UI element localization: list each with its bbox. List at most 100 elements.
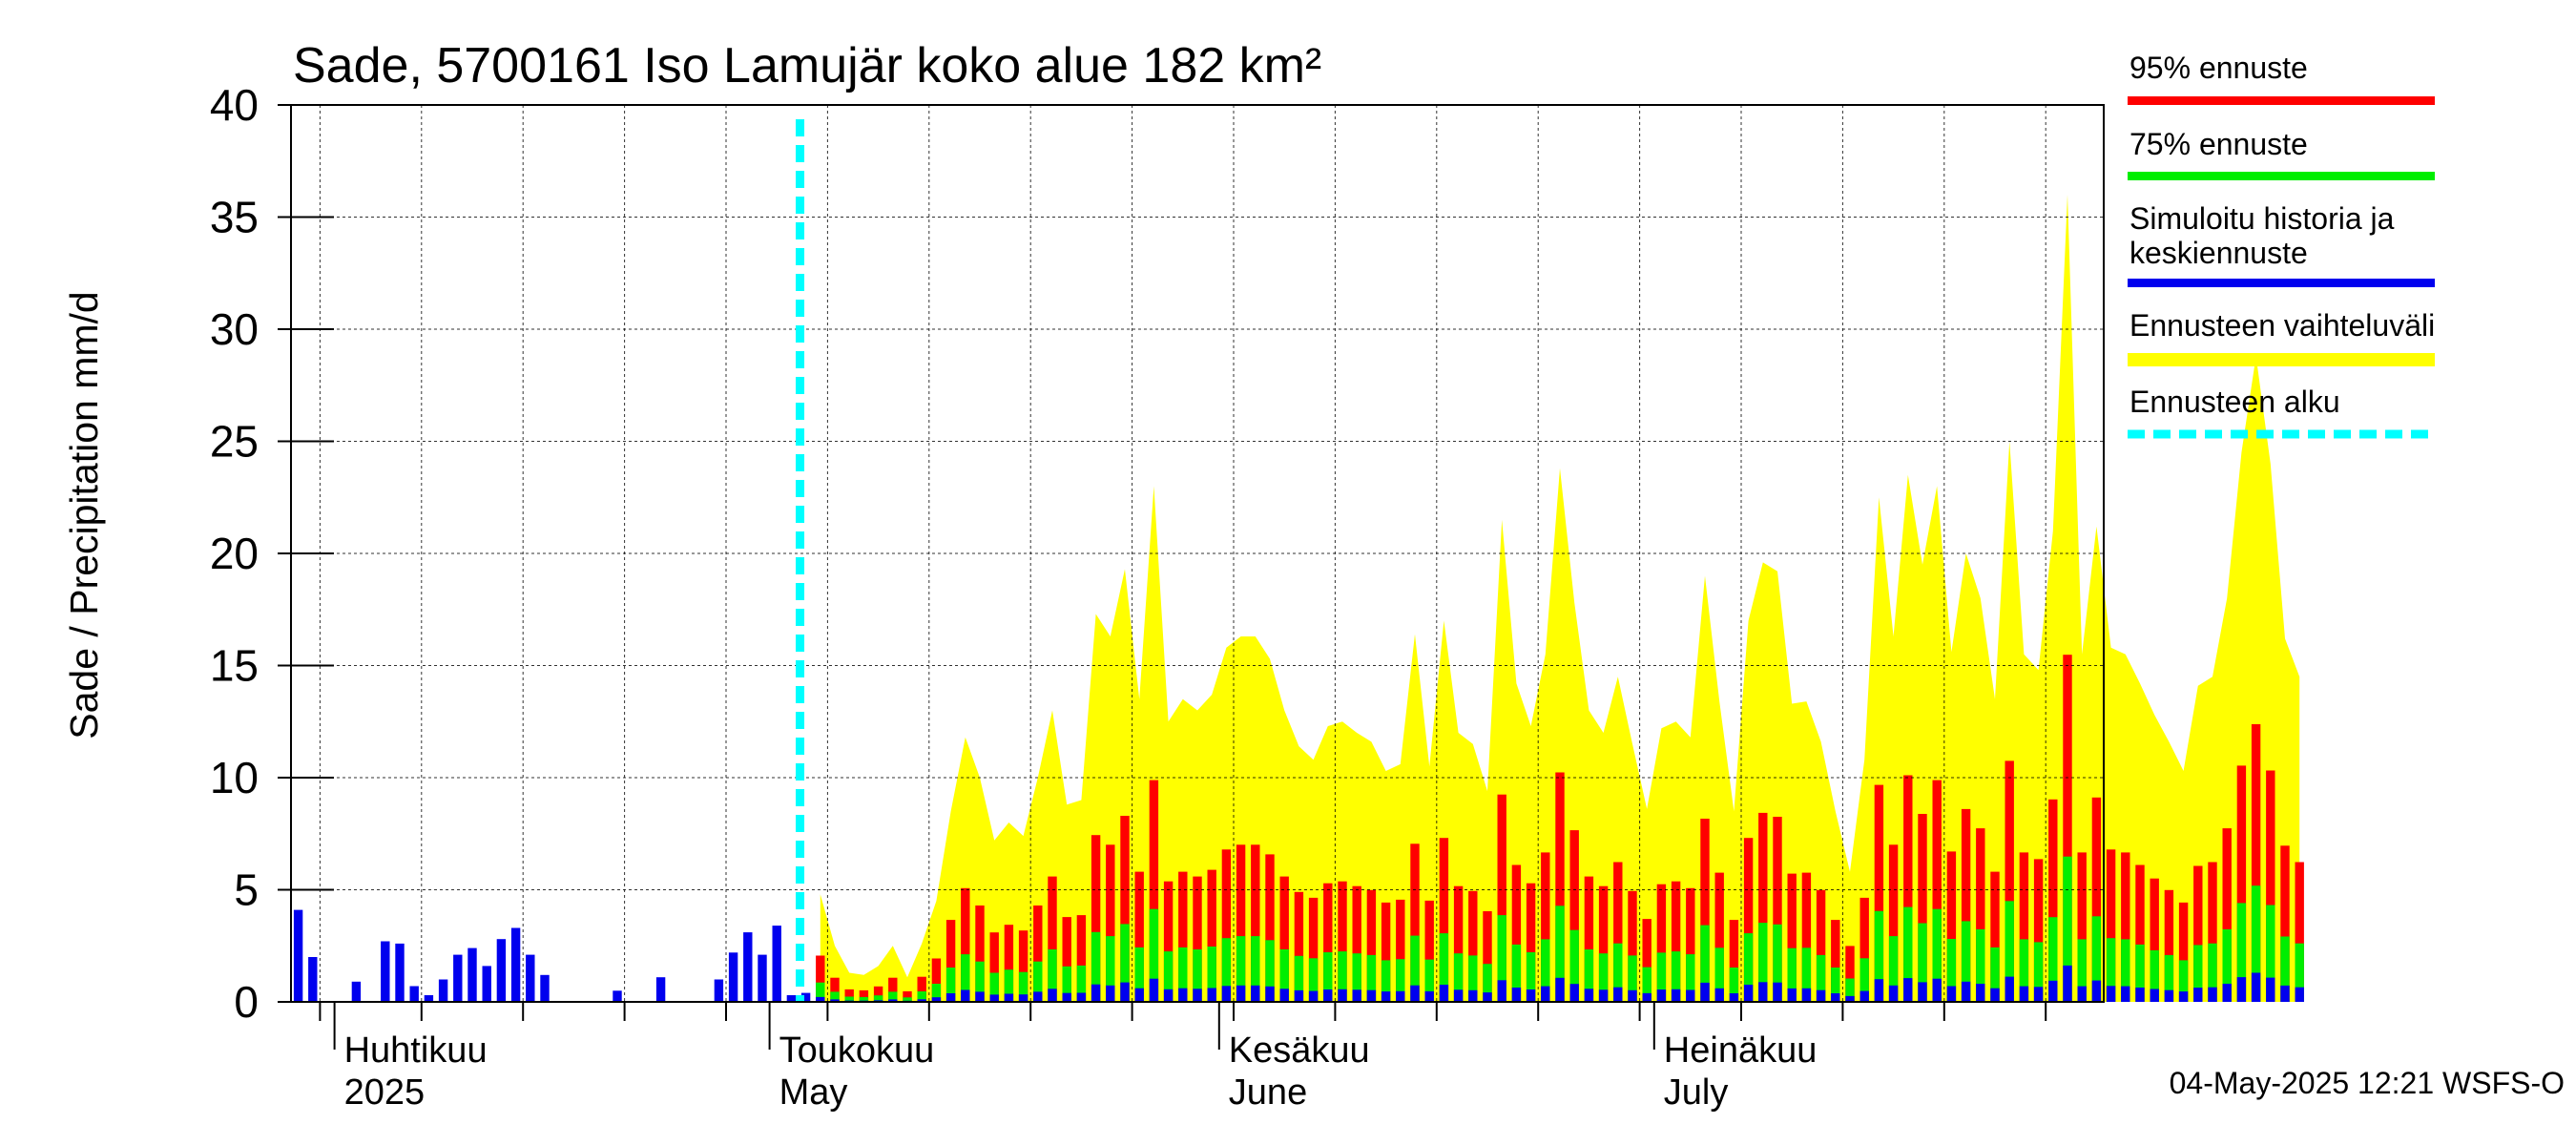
median-bar	[888, 999, 898, 1002]
p95-bar	[1859, 897, 1869, 1002]
p75-bar	[1381, 960, 1391, 1002]
p95-bar	[1729, 920, 1739, 1002]
p95-bar	[1308, 897, 1319, 1002]
x-month-label-fi: Heinäkuu	[1664, 1030, 1818, 1071]
p95-bar	[2048, 799, 2058, 1002]
median-bar	[1628, 989, 1637, 1002]
p75-bar	[1424, 959, 1434, 1002]
p95-bar	[1976, 828, 1985, 1002]
median-bar	[1323, 989, 1333, 1002]
p95-bar	[2033, 859, 2044, 1002]
median-bar	[2222, 984, 2232, 1002]
median-bar	[1366, 989, 1377, 1002]
median-bar	[2280, 985, 2290, 1002]
p75-bar	[2150, 949, 2159, 1002]
p75-bar	[1193, 949, 1202, 1002]
p75-bar	[931, 984, 942, 1002]
median-bar	[1221, 986, 1232, 1002]
p75-bar	[1483, 964, 1492, 1002]
y-tick-label: 10	[210, 753, 259, 802]
history-bar	[728, 952, 738, 1002]
p95-bar	[1396, 899, 1405, 1002]
p95-bar	[1845, 946, 1855, 1002]
median-bar	[1163, 989, 1174, 1002]
p75-bar	[1874, 910, 1884, 1002]
p75-bar	[2236, 903, 2247, 1002]
median-bar	[1526, 989, 1536, 1002]
median-bar	[1453, 989, 1464, 1002]
p95-bar	[1323, 883, 1333, 1002]
median-bar	[1946, 986, 1957, 1002]
p75-bar	[2208, 943, 2217, 1002]
p95-bar	[1106, 844, 1115, 1002]
p75-bar	[1801, 947, 1812, 1002]
p95-bar	[1062, 917, 1071, 1002]
p95-bar	[1671, 881, 1681, 1002]
p75-bar	[873, 995, 883, 1002]
p95-bar	[1410, 843, 1420, 1002]
p95-bar	[1598, 885, 1609, 1002]
p95-bar	[1193, 876, 1202, 1002]
p75-bar	[1555, 906, 1565, 1002]
p75-bar	[1700, 925, 1710, 1002]
p95-bar	[1279, 876, 1289, 1002]
median-bar	[2005, 976, 2014, 1002]
p95-bar	[1207, 869, 1216, 1002]
p95-bar	[888, 977, 898, 1002]
p75-bar	[2164, 954, 2174, 1002]
footer-timestamp: 04-May-2025 12:21 WSFS-O	[2170, 1066, 2565, 1100]
p95-bar	[1483, 911, 1492, 1002]
p75-bar	[1511, 944, 1522, 1002]
p75-bar	[1628, 955, 1637, 1002]
p75-bar	[1004, 969, 1014, 1002]
p75-bar	[1091, 931, 1101, 1002]
median-bar	[1743, 985, 1754, 1002]
p75-bar	[1236, 936, 1246, 1002]
median-bar	[1106, 985, 1115, 1002]
history-bar	[438, 979, 448, 1002]
forecast-range-area	[820, 195, 2300, 1002]
history-bar	[453, 954, 463, 1002]
y-tick-label: 30	[210, 304, 259, 354]
p75-bar	[1526, 952, 1536, 1002]
p75-bar	[1569, 929, 1579, 1002]
history-bar	[351, 981, 362, 1002]
median-bar	[2048, 980, 2058, 1002]
median-bar	[1642, 992, 1652, 1002]
p95-bar	[2193, 865, 2203, 1002]
p75-bar	[1758, 923, 1768, 1002]
p95-bar	[1018, 930, 1028, 1002]
y-tick-label: 15	[210, 641, 259, 691]
p95-bar	[2121, 852, 2130, 1002]
median-bar	[975, 991, 985, 1002]
median-bar	[1338, 989, 1347, 1002]
median-bar	[1396, 990, 1405, 1002]
median-bar	[1062, 992, 1071, 1002]
p75-bar	[1251, 936, 1260, 1002]
p75-bar	[917, 991, 926, 1002]
p95-bar	[975, 906, 985, 1002]
p95-bar	[1903, 775, 1913, 1002]
p95-bar	[989, 932, 999, 1002]
p95-bar	[2150, 878, 2159, 1002]
legend-label-forecast-start: Ennusteen alku	[2129, 385, 2340, 419]
p95-bar	[830, 977, 840, 1002]
p75-bar	[1221, 938, 1232, 1002]
p75-bar	[859, 996, 869, 1002]
median-bar	[1758, 982, 1768, 1002]
y-tick-label: 5	[234, 865, 259, 915]
x-month-label-en: 2025	[344, 1072, 426, 1113]
p95-bar	[1163, 881, 1174, 1002]
p75-bar	[1671, 951, 1681, 1002]
median-bar	[1134, 988, 1144, 1002]
p75-bar	[1656, 952, 1667, 1002]
p75-bar	[1338, 951, 1347, 1002]
p95-bar	[1076, 915, 1087, 1002]
p95-bar	[1888, 844, 1899, 1002]
p95-bar	[1831, 920, 1840, 1002]
p95-bar	[1787, 873, 1797, 1002]
median-bar	[1468, 989, 1478, 1002]
p75-bar	[1453, 953, 1464, 1002]
p75-bar	[961, 954, 970, 1002]
median-bar	[1729, 993, 1739, 1002]
